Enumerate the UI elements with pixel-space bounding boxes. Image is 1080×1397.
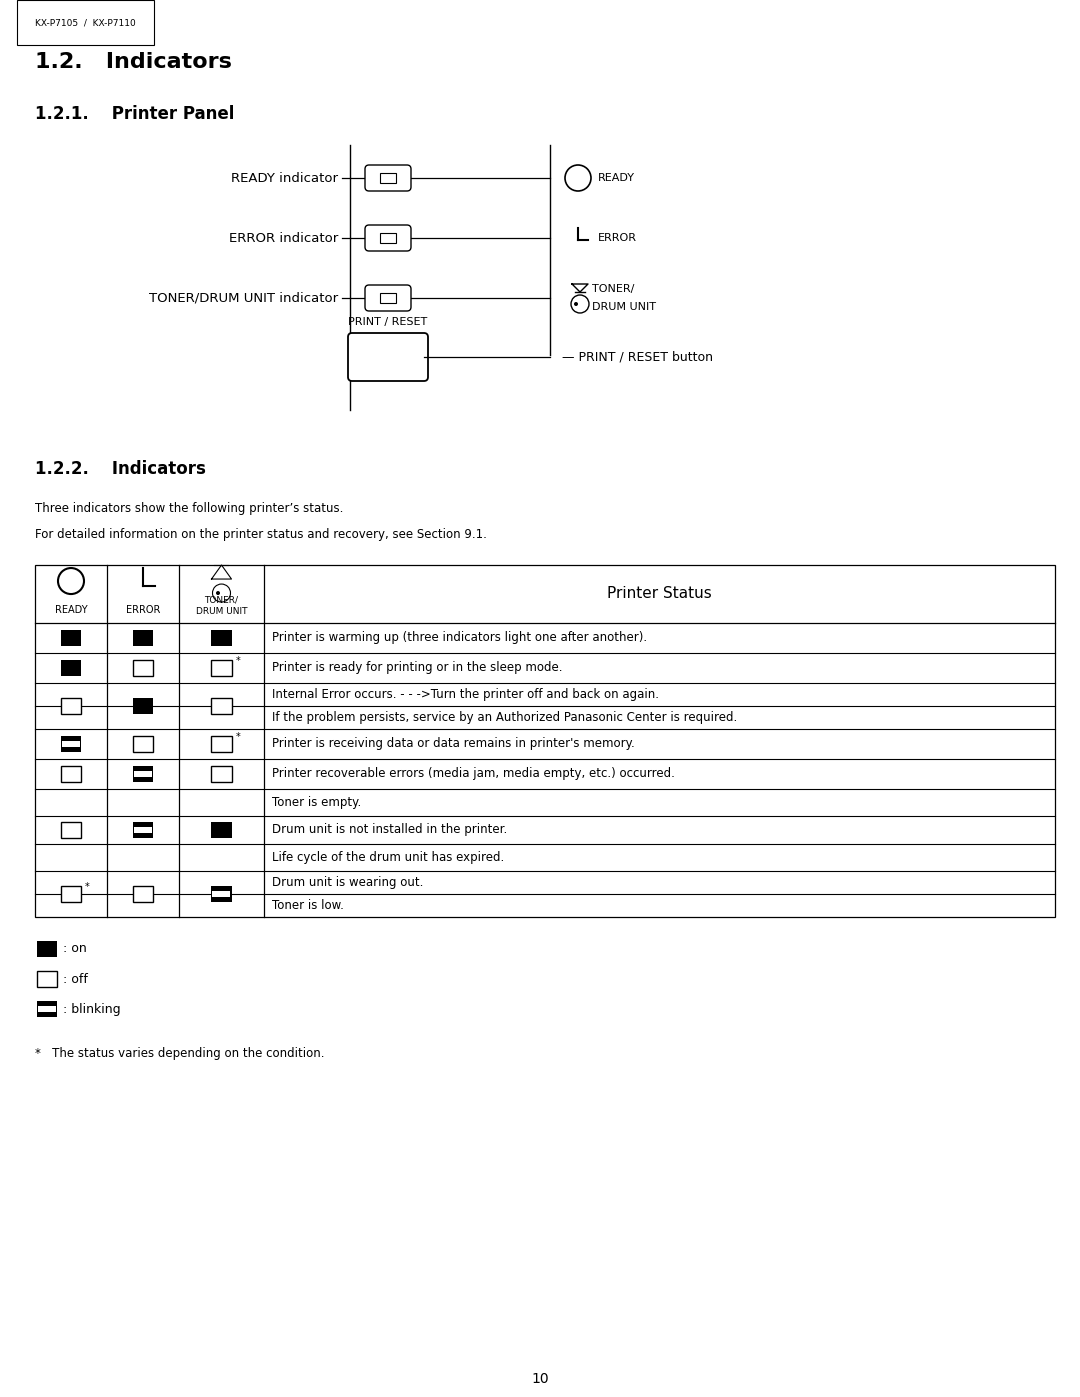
Bar bbox=[38, 1009, 56, 1011]
Bar bbox=[380, 233, 396, 243]
Bar bbox=[62, 742, 80, 745]
Bar bbox=[133, 698, 153, 714]
Bar bbox=[60, 736, 81, 752]
Text: Drum unit is wearing out.: Drum unit is wearing out. bbox=[272, 876, 423, 888]
Text: : blinking: : blinking bbox=[63, 1003, 121, 1016]
Bar bbox=[134, 771, 152, 774]
Text: READY indicator: READY indicator bbox=[231, 172, 338, 184]
Bar bbox=[213, 894, 230, 897]
Text: Printer is ready for printing or in the sleep mode.: Printer is ready for printing or in the … bbox=[272, 662, 563, 675]
Text: *: * bbox=[85, 882, 90, 893]
Bar bbox=[133, 821, 153, 838]
Text: PRINT / RESET: PRINT / RESET bbox=[349, 317, 428, 327]
Bar bbox=[134, 827, 152, 830]
Text: KX-P7105  /  KX-P7110: KX-P7105 / KX-P7110 bbox=[35, 18, 136, 27]
Text: If the problem persists, service by an Authorized Panasonic Center is required.: If the problem persists, service by an A… bbox=[272, 711, 738, 724]
Text: Toner is low.: Toner is low. bbox=[272, 900, 343, 912]
Bar bbox=[60, 630, 81, 645]
Text: Printer Status: Printer Status bbox=[607, 587, 712, 602]
Text: TONER/DRUM UNIT indicator: TONER/DRUM UNIT indicator bbox=[149, 292, 338, 305]
Bar bbox=[60, 659, 81, 676]
Bar bbox=[35, 564, 1055, 916]
Text: Life cycle of the drum unit has expired.: Life cycle of the drum unit has expired. bbox=[272, 851, 504, 863]
Bar bbox=[60, 886, 81, 902]
Bar bbox=[133, 766, 153, 782]
Bar bbox=[133, 659, 153, 676]
Text: *: * bbox=[235, 732, 240, 742]
Bar bbox=[212, 821, 231, 838]
FancyBboxPatch shape bbox=[365, 225, 411, 251]
Text: — PRINT / RESET button: — PRINT / RESET button bbox=[562, 351, 713, 363]
Bar bbox=[212, 630, 231, 645]
Text: TONER/: TONER/ bbox=[204, 595, 239, 605]
Bar bbox=[37, 942, 57, 957]
Bar bbox=[212, 659, 231, 676]
Circle shape bbox=[216, 591, 220, 595]
Bar bbox=[60, 766, 81, 782]
Bar bbox=[212, 766, 231, 782]
Text: Toner is empty.: Toner is empty. bbox=[272, 796, 361, 809]
Bar bbox=[60, 698, 81, 714]
Bar bbox=[134, 830, 152, 833]
Text: 1.2.2.    Indicators: 1.2.2. Indicators bbox=[35, 460, 206, 478]
Text: TONER/: TONER/ bbox=[592, 284, 634, 293]
Text: ERROR indicator: ERROR indicator bbox=[229, 232, 338, 244]
Bar bbox=[60, 821, 81, 838]
Text: READY: READY bbox=[598, 173, 635, 183]
FancyBboxPatch shape bbox=[365, 165, 411, 191]
FancyBboxPatch shape bbox=[348, 332, 428, 381]
Text: READY: READY bbox=[55, 605, 87, 615]
Bar bbox=[37, 1002, 57, 1017]
Text: : off: : off bbox=[63, 972, 87, 985]
Text: Drum unit is not installed in the printer.: Drum unit is not installed in the printe… bbox=[272, 823, 508, 837]
Bar bbox=[212, 736, 231, 752]
Bar bbox=[212, 886, 231, 902]
Text: Printer recoverable errors (media jam, media empty, etc.) occurred.: Printer recoverable errors (media jam, m… bbox=[272, 767, 675, 781]
Bar bbox=[380, 173, 396, 183]
Text: : on: : on bbox=[63, 943, 86, 956]
Circle shape bbox=[573, 302, 578, 306]
Text: For detailed information on the printer status and recovery, see Section 9.1.: For detailed information on the printer … bbox=[35, 528, 487, 541]
Text: Internal Error occurs. - - ->Turn the printer off and back on again.: Internal Error occurs. - - ->Turn the pr… bbox=[272, 687, 659, 701]
Text: *   The status varies depending on the condition.: * The status varies depending on the con… bbox=[35, 1046, 324, 1060]
Text: 1.2.1.    Printer Panel: 1.2.1. Printer Panel bbox=[35, 105, 234, 123]
Bar bbox=[213, 891, 230, 894]
Text: Printer is warming up (three indicators light one after another).: Printer is warming up (three indicators … bbox=[272, 631, 647, 644]
Bar bbox=[62, 743, 80, 746]
Bar bbox=[212, 698, 231, 714]
Bar bbox=[133, 736, 153, 752]
Bar bbox=[38, 1006, 56, 1009]
Text: DRUM UNIT: DRUM UNIT bbox=[592, 302, 656, 312]
Text: ERROR: ERROR bbox=[598, 233, 637, 243]
Text: *: * bbox=[235, 657, 240, 666]
Text: Three indicators show the following printer’s status.: Three indicators show the following prin… bbox=[35, 502, 343, 515]
Bar bbox=[133, 886, 153, 902]
Text: Printer is receiving data or data remains in printer's memory.: Printer is receiving data or data remain… bbox=[272, 738, 635, 750]
Text: DRUM UNIT: DRUM UNIT bbox=[195, 606, 247, 616]
Bar bbox=[133, 630, 153, 645]
FancyBboxPatch shape bbox=[365, 285, 411, 312]
Bar bbox=[37, 971, 57, 988]
Bar bbox=[134, 774, 152, 777]
Text: 1.2.   Indicators: 1.2. Indicators bbox=[35, 52, 232, 73]
Bar bbox=[380, 293, 396, 303]
Text: ERROR: ERROR bbox=[125, 605, 160, 615]
Text: 10: 10 bbox=[531, 1372, 549, 1386]
